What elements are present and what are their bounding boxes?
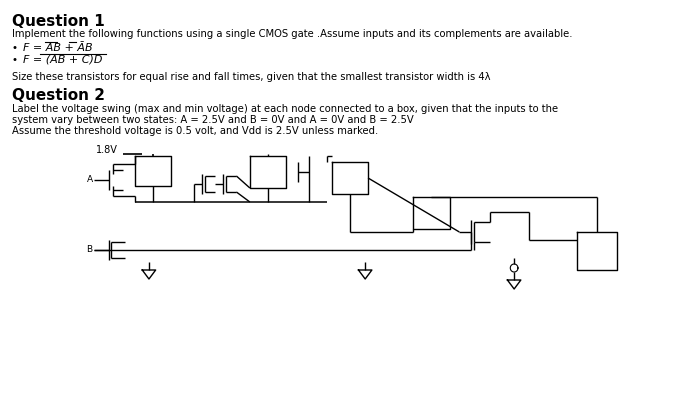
Text: Label the voltage swing (max and min voltage) at each node connected to a box, g: Label the voltage swing (max and min vol… — [11, 104, 558, 114]
Text: Assume the threshold voltage is 0.5 volt, and Vdd is 2.5V unless marked.: Assume the threshold voltage is 0.5 volt… — [11, 126, 378, 136]
Text: Implement the following functions using a single CMOS gate .Assume inputs and it: Implement the following functions using … — [11, 29, 572, 39]
Text: A: A — [87, 175, 92, 185]
Text: B: B — [87, 245, 92, 254]
Text: •: • — [11, 43, 18, 53]
Text: F = AB + ĀB: F = AB + ĀB — [23, 43, 92, 53]
Text: 1.8V: 1.8V — [96, 145, 118, 155]
Text: Question 2: Question 2 — [11, 88, 104, 103]
Text: F = (AB + C)D: F = (AB + C)D — [23, 55, 103, 65]
Text: •: • — [11, 55, 18, 65]
Text: system vary between two states: A = 2.5V and B = 0V and A = 0V and B = 2.5V: system vary between two states: A = 2.5V… — [11, 115, 413, 125]
Text: Question 1: Question 1 — [11, 14, 104, 29]
Text: Size these transistors for equal rise and fall times, given that the smallest tr: Size these transistors for equal rise an… — [11, 72, 490, 82]
